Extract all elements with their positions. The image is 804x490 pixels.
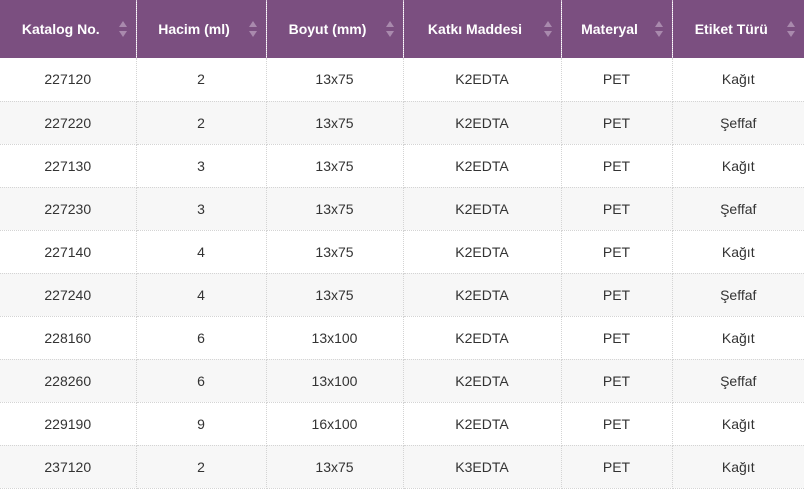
katalog-no-cell: 237120 <box>0 445 137 489</box>
katki-maddesi-cell: K2EDTA <box>403 58 562 102</box>
materyal-cell: PET <box>561 273 673 317</box>
katki-maddesi-cell: K2EDTA <box>403 316 562 360</box>
materyal-cell: PET <box>561 316 673 360</box>
etiket-turu-cell: Kağıt <box>672 316 804 360</box>
etiket-turu-cell: Şeffaf <box>672 359 804 403</box>
boyut-cell: 13x100 <box>266 316 404 360</box>
hacim-cell: 3 <box>136 144 267 188</box>
hacim-cell: 3 <box>136 187 267 231</box>
table-row: 227230 3 13x75 K2EDTA PET Şeffaf <box>0 187 804 231</box>
table-body: 227120 2 13x75 K2EDTA PET Kağıt 227220 2 13x75 K2… <box>0 58 804 489</box>
katalog-no-cell: 227240 <box>0 273 137 317</box>
materyal-cell: PET <box>561 402 673 446</box>
sort-icon[interactable] <box>654 21 663 37</box>
katki-maddesi-cell: K3EDTA <box>403 445 562 489</box>
materyal-cell: PET <box>561 445 673 489</box>
katalog-no-cell: 227230 <box>0 187 137 231</box>
boyut-cell: 13x100 <box>266 359 404 403</box>
header-row: Katalog No. Hacim (ml) Boyut (mm) Katkı … <box>0 0 804 58</box>
table-row: 227140 4 13x75 K2EDTA PET Kağıt <box>0 230 804 274</box>
katki-maddesi-cell: K2EDTA <box>403 230 562 274</box>
column-header-label: Katkı Maddesi <box>427 21 523 37</box>
hacim-cell: 4 <box>136 230 267 274</box>
materyal-cell: PET <box>561 58 673 102</box>
column-header-label: Materyal <box>581 21 638 37</box>
etiket-turu-cell: Kağıt <box>672 402 804 446</box>
sort-icon[interactable] <box>787 21 795 37</box>
hacim-cell: 2 <box>136 101 267 145</box>
etiket-turu-cell: Şeffaf <box>672 273 804 317</box>
column-header-label: Hacim (ml) <box>158 21 230 37</box>
katalog-no-cell: 228160 <box>0 316 137 360</box>
katalog-no-cell: 228260 <box>0 359 137 403</box>
sort-icon[interactable] <box>248 21 257 37</box>
etiket-turu-cell: Kağıt <box>672 58 804 102</box>
table-row: 227130 3 13x75 K2EDTA PET Kağıt <box>0 144 804 188</box>
boyut-cell: 13x75 <box>266 58 404 102</box>
katalog-no-cell: 227120 <box>0 58 137 102</box>
katki-maddesi-cell: K2EDTA <box>403 359 562 403</box>
boyut-cell: 13x75 <box>266 187 404 231</box>
boyut-cell: 13x75 <box>266 273 404 317</box>
materyal-cell: PET <box>561 359 673 403</box>
etiket-turu-cell: Kağıt <box>672 144 804 188</box>
katki-maddesi-cell: K2EDTA <box>403 187 562 231</box>
hacim-cell: 2 <box>136 445 267 489</box>
hacim-cell: 6 <box>136 316 267 360</box>
materyal-cell: PET <box>561 144 673 188</box>
table-row: 227120 2 13x75 K2EDTA PET Kağıt <box>0 58 804 102</box>
sort-icon[interactable] <box>118 21 127 37</box>
katki-maddesi-cell: K2EDTA <box>403 101 562 145</box>
etiket-turu-cell: Şeffaf <box>672 101 804 145</box>
hacim-cell: 9 <box>136 402 267 446</box>
etiket-turu-cell: Kağıt <box>672 230 804 274</box>
table-row: 227240 4 13x75 K2EDTA PET Şeffaf <box>0 273 804 317</box>
boyut-cell: 16x100 <box>266 402 404 446</box>
boyut-cell: 13x75 <box>266 144 404 188</box>
table-row: 229190 9 16x100 K2EDTA PET Kağıt <box>0 402 804 446</box>
katki-maddesi-cell: K2EDTA <box>403 144 562 188</box>
katalog-no-cell: 229190 <box>0 402 137 446</box>
column-header-katki-maddesi[interactable]: Katkı Maddesi <box>403 0 562 58</box>
boyut-cell: 13x75 <box>266 445 404 489</box>
column-header-etiket-turu[interactable]: Etiket Türü <box>672 0 804 58</box>
sort-icon[interactable] <box>543 21 552 37</box>
katki-maddesi-cell: K2EDTA <box>403 273 562 317</box>
table-header: Katalog No. Hacim (ml) Boyut (mm) Katkı … <box>0 0 804 58</box>
table-row: 227220 2 13x75 K2EDTA PET Şeffaf <box>0 101 804 145</box>
materyal-cell: PET <box>561 187 673 231</box>
table-row: 228260 6 13x100 K2EDTA PET Şeffaf <box>0 359 804 403</box>
column-header-boyut[interactable]: Boyut (mm) <box>266 0 404 58</box>
materyal-cell: PET <box>561 230 673 274</box>
column-header-label: Katalog No. <box>21 21 100 37</box>
hacim-cell: 6 <box>136 359 267 403</box>
katalog-no-cell: 227220 <box>0 101 137 145</box>
boyut-cell: 13x75 <box>266 101 404 145</box>
column-header-label: Etiket Türü <box>694 21 768 37</box>
katalog-no-cell: 227130 <box>0 144 137 188</box>
hacim-cell: 4 <box>136 273 267 317</box>
materyal-cell: PET <box>561 101 673 145</box>
table-row: 237120 2 13x75 K3EDTA PET Kağıt <box>0 445 804 489</box>
katki-maddesi-cell: K2EDTA <box>403 402 562 446</box>
boyut-cell: 13x75 <box>266 230 404 274</box>
column-header-katalog-no[interactable]: Katalog No. <box>0 0 137 58</box>
column-header-hacim[interactable]: Hacim (ml) <box>136 0 267 58</box>
katalog-no-cell: 227140 <box>0 230 137 274</box>
sort-icon[interactable] <box>385 21 394 37</box>
table-row: 228160 6 13x100 K2EDTA PET Kağıt <box>0 316 804 360</box>
etiket-turu-cell: Kağıt <box>672 445 804 489</box>
etiket-turu-cell: Şeffaf <box>672 187 804 231</box>
column-header-label: Boyut (mm) <box>288 21 367 37</box>
column-header-materyal[interactable]: Materyal <box>561 0 673 58</box>
hacim-cell: 2 <box>136 58 267 102</box>
